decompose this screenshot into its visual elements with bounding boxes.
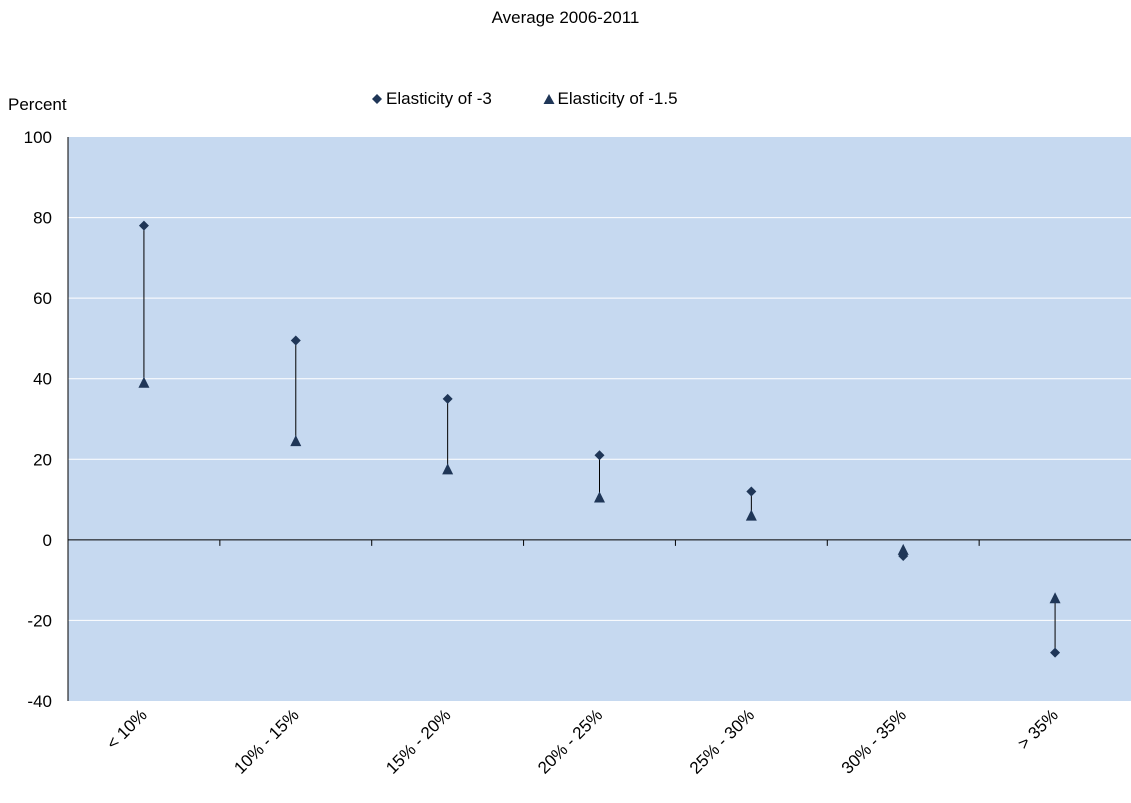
x-tick-label: > 35% [1014,705,1062,753]
diamond-icon [372,94,382,104]
y-tick-label: 40 [33,370,52,389]
triangle-icon [543,94,555,104]
legend-entry-series-2: Elasticity of -1.5 [543,89,678,109]
data-point-diamond [138,220,149,231]
data-point-diamond [1050,647,1061,658]
y-axis-label: Percent [8,95,67,114]
x-tick-label: 10% - 15% [230,705,302,777]
data-point-diamond [594,450,605,461]
y-tick-label: 0 [43,531,52,550]
data-point-triangle [138,376,150,388]
data-point-triangle [594,491,605,503]
x-tick-label: < 10% [103,705,151,753]
x-tick-label: 20% - 25% [534,705,606,777]
data-point-triangle [897,543,909,555]
data-point-triangle [1049,592,1061,604]
legend: Elasticity of -3 Elasticity of -1.5 [371,89,724,110]
x-tick-label: 30% - 35% [838,705,910,777]
y-tick-label: 80 [33,209,52,228]
chart-title: Average 2006-2011 [491,8,640,27]
x-tick-label: 25% - 30% [686,705,758,777]
y-tick-label: 20 [33,450,52,469]
data-point-triangle [290,435,302,447]
data-point-triangle [442,463,454,475]
y-tick-label: 60 [33,289,52,308]
y-tick-label: -40 [27,692,52,711]
data-point-diamond [746,486,757,497]
x-tick-label: 15% - 20% [382,705,454,777]
legend-entry-series-1: Elasticity of -3 [371,89,492,109]
legend-label-series-1: Elasticity of -3 [386,89,492,108]
plot-background [68,137,1131,701]
data-point-diamond [442,393,453,404]
y-tick-label: -20 [27,611,52,630]
y-tick-label: 100 [24,128,52,147]
data-point-diamond [290,335,301,346]
legend-label-series-2: Elasticity of -1.5 [557,89,678,108]
data-point-triangle [745,509,757,521]
